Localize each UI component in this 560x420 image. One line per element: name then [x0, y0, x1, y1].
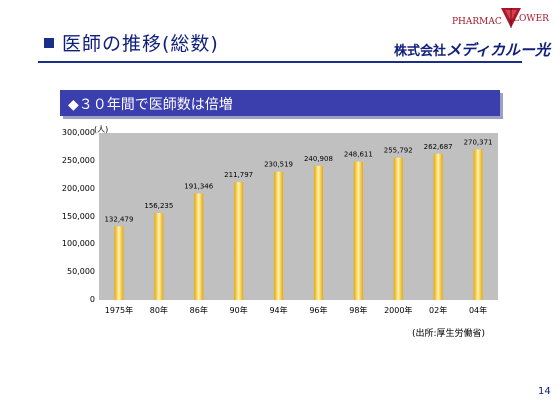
data-label-1: 156,235	[144, 202, 173, 210]
company-prefix: 株式会社	[394, 44, 447, 59]
title-bullet-icon	[44, 38, 54, 48]
bar-5	[313, 165, 323, 300]
bar-0	[114, 226, 124, 300]
xtick-label-0: 1975年	[104, 306, 134, 315]
y-unit-label: (人)	[94, 125, 109, 134]
bar-3	[234, 182, 244, 300]
xtick-label-3: 90年	[229, 306, 248, 315]
flower-logo-icon	[501, 8, 521, 28]
xtick-label-6: 98年	[349, 306, 368, 315]
ytick-label-1: 50,000	[67, 267, 95, 277]
data-label-4: 230,519	[264, 161, 293, 169]
xtick-label-8: 02年	[429, 306, 448, 315]
bar-1	[154, 213, 164, 300]
bar-2	[194, 193, 204, 300]
data-label-3: 211,797	[224, 171, 253, 179]
bar-chart: 132,479 156,235 191,346 211,797 230,519 240,9…	[99, 133, 498, 300]
source-note: (出所:厚生労働省)	[412, 329, 486, 339]
data-label-2: 191,346	[184, 182, 213, 190]
bar-7	[393, 157, 403, 300]
ytick-label-3: 150,000	[61, 211, 95, 221]
xtick-label-5: 96年	[309, 306, 328, 315]
logo-brand-right: LOWER	[513, 14, 549, 24]
data-label-0: 132,479	[104, 215, 133, 223]
xtick-label-9: 04年	[468, 306, 488, 315]
ytick-label-5: 250,000	[61, 155, 95, 165]
ytick-label-6: 300,000	[61, 128, 95, 137]
bar-4	[274, 171, 284, 300]
xtick-label-1: 80年	[149, 306, 168, 315]
slide-header: 医師の推移(総数) PHARMAC LOWER 株式会社メディカルー光	[0, 0, 560, 80]
page-number: 14	[538, 386, 551, 397]
data-label-7: 255,792	[384, 147, 413, 155]
banner-text: ◆３０年間で医師数は倍増	[68, 97, 233, 113]
data-label-5: 240,908	[304, 155, 333, 163]
company-logo: PHARMAC LOWER 株式会社メディカルー光	[394, 4, 550, 60]
bar-6	[353, 161, 363, 300]
title-divider	[38, 61, 522, 63]
ytick-label-2: 100,000	[61, 239, 95, 249]
page-title: 医師の推移(総数)	[62, 33, 219, 55]
ytick-label-4: 200,000	[61, 183, 95, 193]
company-name: 株式会社メディカルー光	[394, 39, 550, 60]
logo-brand-left: PHARMAC	[452, 17, 502, 27]
xtick-label-2: 86年	[189, 306, 208, 315]
data-label-6: 248,611	[344, 151, 373, 159]
xtick-label-4: 94年	[269, 306, 288, 315]
data-label-8: 262,687	[424, 143, 453, 151]
plot-area	[99, 133, 498, 300]
company-brand: メディカルー光	[446, 41, 550, 59]
bar-8	[433, 153, 443, 300]
chart-container: 132,479 156,235 191,346 211,797 230,519 240,9…	[99, 133, 498, 300]
bar-9	[473, 149, 483, 300]
subtitle-banner: ◆３０年間で医師数は倍増	[60, 90, 500, 116]
data-label-9: 270,371	[464, 138, 493, 146]
xtick-label-7: 2000年	[384, 306, 413, 315]
ytick-label-0: 0	[89, 295, 95, 304]
